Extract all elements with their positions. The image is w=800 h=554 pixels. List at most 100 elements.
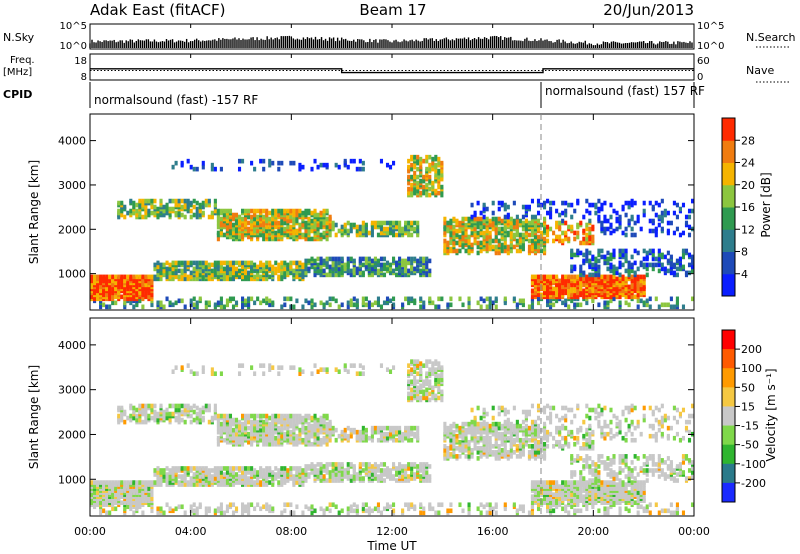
power-cell [156,264,160,270]
power-cell [413,266,417,272]
velocity-cell [141,403,145,409]
power-cell [539,202,544,208]
power-cell [561,218,565,224]
power-cell [265,208,269,214]
velocity-cell [310,429,314,435]
velocity-heatmap [90,359,695,516]
velocity-cell [216,466,220,471]
power-cell [241,216,245,222]
power-cell [328,224,332,230]
power-cell [171,260,175,266]
power-cell [292,212,296,218]
power-cell [337,270,341,276]
velocity-cell [301,474,305,479]
power-cell [331,296,335,302]
power-cell [298,226,302,232]
velocity-cell [195,466,199,471]
velocity-cell [292,435,296,441]
power-cell [416,184,420,190]
power-cell [346,300,350,306]
power-cell [225,264,229,270]
power-cell [162,204,166,210]
power-cell [533,224,538,230]
power-cell [419,268,423,274]
velocity-cell [395,425,399,431]
power-cell [494,304,498,310]
power-cell [639,278,643,284]
power-cell [367,230,371,236]
power-cell [530,232,535,238]
power-cell [597,206,601,212]
power-cell [289,208,293,214]
power-cell [606,218,610,224]
velocity-cell [183,510,187,516]
power-cell [410,220,414,226]
power-cell [648,218,652,224]
velocity-cell [247,425,251,431]
velocity-cell [319,506,323,512]
power-cell [642,208,646,214]
velocity-cell [316,369,320,374]
velocity-cell [117,405,121,411]
power-cell [99,304,103,310]
power-cell [567,304,571,310]
power-cell [639,298,643,304]
velocity-cell [392,433,396,439]
velocity-cell [286,437,290,443]
power-cell [234,226,239,232]
velocity-cell [189,504,193,510]
power-cell [231,226,236,232]
power-cell [222,232,226,238]
power-cell [621,280,625,286]
power-cell [521,226,525,232]
velocity-cell [337,472,341,477]
velocity-cell [265,506,269,512]
power-cell [319,224,323,230]
power-cell [582,258,586,264]
velocity-cell [241,363,245,368]
velocity-cell [247,413,251,419]
velocity-cell [376,464,380,469]
velocity-cell [204,510,208,516]
power-cell [392,160,396,166]
power-cell [219,296,223,302]
velocity-cell [141,419,145,425]
power-cell [467,240,471,246]
power-cell [467,300,471,306]
velocity-cell [183,403,187,409]
power-cell [467,234,471,240]
power-cell [195,276,199,282]
power-cell [180,276,184,282]
velocity-cell [165,466,169,471]
power-cell [304,298,308,304]
power-cell [416,166,420,172]
velocity-cell [385,435,390,441]
power-cell [515,214,519,220]
power-cell [543,200,547,206]
power-cell [573,264,577,270]
velocity-cell [325,425,329,431]
power-cell [561,238,565,244]
power-cell [648,228,652,234]
velocity-cell [277,468,281,473]
power-cell [388,220,393,226]
velocity-cell [280,365,284,370]
velocity-cell [295,433,299,439]
velocity-cell [392,508,396,514]
power-cell [301,268,305,274]
power-cell [292,230,296,236]
power-cell [434,168,438,174]
velocity-cell [213,403,217,409]
velocity-cell [156,474,160,479]
power-cell [189,208,193,214]
power-cell [675,258,679,264]
power-cell [204,198,208,204]
power-cell [237,214,242,220]
power-cell [147,198,151,204]
velocity-cell [395,429,399,435]
velocity-cell [256,419,260,425]
power-cell [642,212,646,218]
velocity-cell [225,480,229,485]
power-cell [159,276,163,282]
velocity-cell [123,419,127,425]
